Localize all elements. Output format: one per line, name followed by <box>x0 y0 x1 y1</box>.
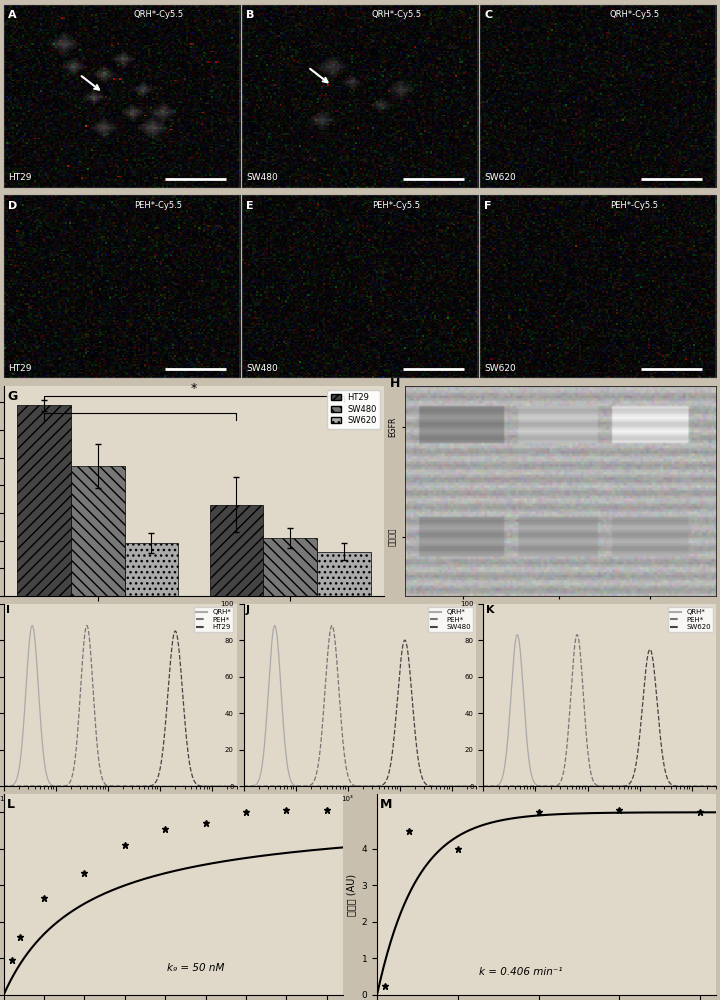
Text: k₉ = 50 nM: k₉ = 50 nM <box>166 963 224 973</box>
Text: H: H <box>390 377 400 390</box>
Text: E: E <box>246 201 254 211</box>
Text: k = 0.406 min⁻¹: k = 0.406 min⁻¹ <box>479 967 562 977</box>
Bar <box>17 405 71 596</box>
Bar <box>71 466 125 596</box>
Text: I: I <box>6 605 10 615</box>
Legend: QRH*, PEH*, SW480: QRH*, PEH*, SW480 <box>428 607 473 632</box>
Y-axis label: 中位値 (AU): 中位値 (AU) <box>346 873 356 916</box>
Text: QRH*-Cy5.5: QRH*-Cy5.5 <box>372 10 422 19</box>
Text: HT29: HT29 <box>9 173 32 182</box>
Bar <box>210 505 264 596</box>
Bar <box>317 552 371 596</box>
Text: L: L <box>7 798 15 811</box>
Text: PEH*-Cy5.5: PEH*-Cy5.5 <box>610 201 658 210</box>
Bar <box>264 538 317 596</box>
Text: QRH*-Cy5.5: QRH*-Cy5.5 <box>134 10 184 19</box>
Text: M: M <box>380 798 392 811</box>
Legend: QRH*, PEH*, SW620: QRH*, PEH*, SW620 <box>668 607 713 632</box>
Text: *: * <box>191 382 197 395</box>
Text: F: F <box>485 201 492 211</box>
Text: J: J <box>246 605 250 615</box>
Text: HT29: HT29 <box>9 364 32 373</box>
Text: A: A <box>9 10 17 20</box>
Text: PEH*-Cy5.5: PEH*-Cy5.5 <box>134 201 182 210</box>
Text: D: D <box>9 201 17 211</box>
Text: B: B <box>246 10 255 20</box>
Bar <box>125 543 179 596</box>
Text: SW480: SW480 <box>246 173 278 182</box>
Text: C: C <box>485 10 492 20</box>
Legend: HT29, SW480, SW620: HT29, SW480, SW620 <box>328 390 380 429</box>
Text: SW620: SW620 <box>485 173 516 182</box>
Text: SW480: SW480 <box>246 364 278 373</box>
Text: QRH*-Cy5.5: QRH*-Cy5.5 <box>610 10 660 19</box>
Text: K: K <box>486 605 495 615</box>
Legend: QRH*, PEH*, HT29: QRH*, PEH*, HT29 <box>194 607 233 632</box>
Text: SW620: SW620 <box>485 364 516 373</box>
Text: PEH*-Cy5.5: PEH*-Cy5.5 <box>372 201 420 210</box>
Text: G: G <box>7 390 18 403</box>
